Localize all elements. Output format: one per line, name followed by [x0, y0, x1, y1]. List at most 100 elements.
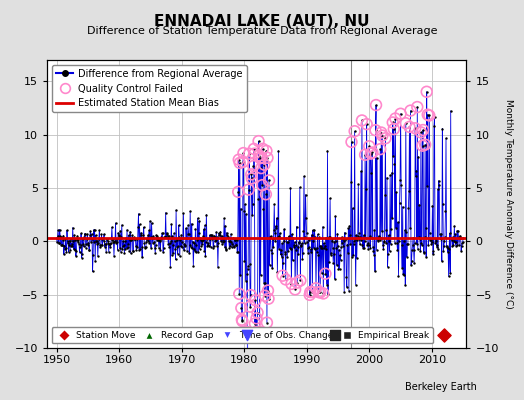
Point	[211, 234, 219, 240]
Point	[277, 253, 286, 260]
Point	[335, 266, 344, 272]
Point	[175, 234, 183, 240]
Point	[258, 182, 266, 188]
Point	[163, 233, 172, 240]
Point	[124, 232, 133, 238]
Point	[142, 239, 150, 245]
Point	[106, 244, 115, 250]
Point	[283, 254, 291, 260]
Point	[420, 250, 428, 256]
Point	[102, 249, 111, 256]
Point	[198, 241, 206, 248]
Point	[355, 236, 364, 242]
Point	[253, 309, 261, 316]
Point	[238, 318, 247, 324]
Point	[166, 240, 174, 246]
Point	[264, 296, 272, 302]
Point	[62, 249, 71, 255]
Point	[195, 246, 204, 252]
Point	[277, 247, 285, 253]
Point	[368, 149, 377, 156]
Point	[252, 297, 260, 304]
Point	[57, 242, 65, 248]
Point	[263, 320, 271, 326]
Point	[429, 248, 438, 254]
Point	[266, 233, 275, 239]
Point	[63, 227, 71, 234]
Point	[336, 256, 345, 263]
Point	[171, 256, 180, 263]
Point	[398, 204, 407, 210]
Point	[435, 230, 444, 237]
Point	[179, 210, 188, 216]
Point	[208, 236, 216, 242]
Point	[216, 232, 224, 238]
Point	[146, 218, 154, 224]
Point	[290, 239, 299, 245]
Point	[185, 250, 193, 256]
Point	[191, 248, 199, 254]
Point	[105, 241, 114, 248]
Point	[212, 237, 220, 244]
Point	[201, 253, 210, 259]
Point	[194, 249, 202, 255]
Point	[374, 237, 383, 244]
Point	[274, 148, 282, 154]
Point	[332, 244, 341, 251]
Point	[296, 277, 304, 284]
Point	[353, 236, 362, 243]
Point	[152, 232, 160, 238]
Point	[403, 241, 412, 247]
Point	[259, 280, 268, 286]
Point	[279, 238, 288, 244]
Point	[290, 244, 298, 250]
Point	[403, 241, 411, 247]
Point	[293, 280, 301, 286]
Point	[418, 242, 426, 248]
Point	[53, 239, 61, 246]
Point	[381, 135, 390, 142]
Point	[343, 241, 352, 248]
Point	[78, 251, 86, 258]
Point	[362, 234, 370, 241]
Point	[306, 289, 314, 295]
Point	[418, 142, 427, 149]
Point	[54, 227, 62, 233]
Point	[116, 249, 125, 255]
Point	[410, 260, 418, 266]
Point	[204, 240, 212, 246]
Point	[251, 320, 259, 327]
Text: ENNADAI LAKE (AUT), NU: ENNADAI LAKE (AUT), NU	[154, 14, 370, 29]
Point	[374, 237, 382, 244]
Point	[210, 242, 218, 249]
Point	[423, 183, 431, 190]
Point	[361, 152, 369, 158]
Point	[397, 182, 405, 188]
Point	[291, 242, 300, 249]
Point	[365, 242, 373, 248]
Point	[459, 234, 467, 241]
Point	[367, 150, 375, 157]
Point	[413, 104, 421, 110]
Point	[367, 170, 376, 176]
Point	[61, 246, 69, 252]
Point	[339, 235, 347, 242]
Point	[200, 247, 209, 254]
Point	[369, 244, 377, 250]
Point	[325, 234, 334, 240]
Point	[327, 250, 335, 257]
Point	[147, 244, 155, 251]
Point	[212, 228, 221, 235]
Point	[395, 238, 403, 244]
Point	[237, 305, 246, 311]
Point	[257, 165, 265, 171]
Point	[345, 223, 354, 229]
Point	[372, 102, 380, 108]
Point	[214, 240, 223, 246]
Point	[380, 238, 389, 244]
Point	[113, 238, 121, 245]
Point	[345, 288, 353, 294]
Point	[376, 236, 384, 243]
Point	[426, 237, 434, 244]
Point	[261, 191, 270, 198]
